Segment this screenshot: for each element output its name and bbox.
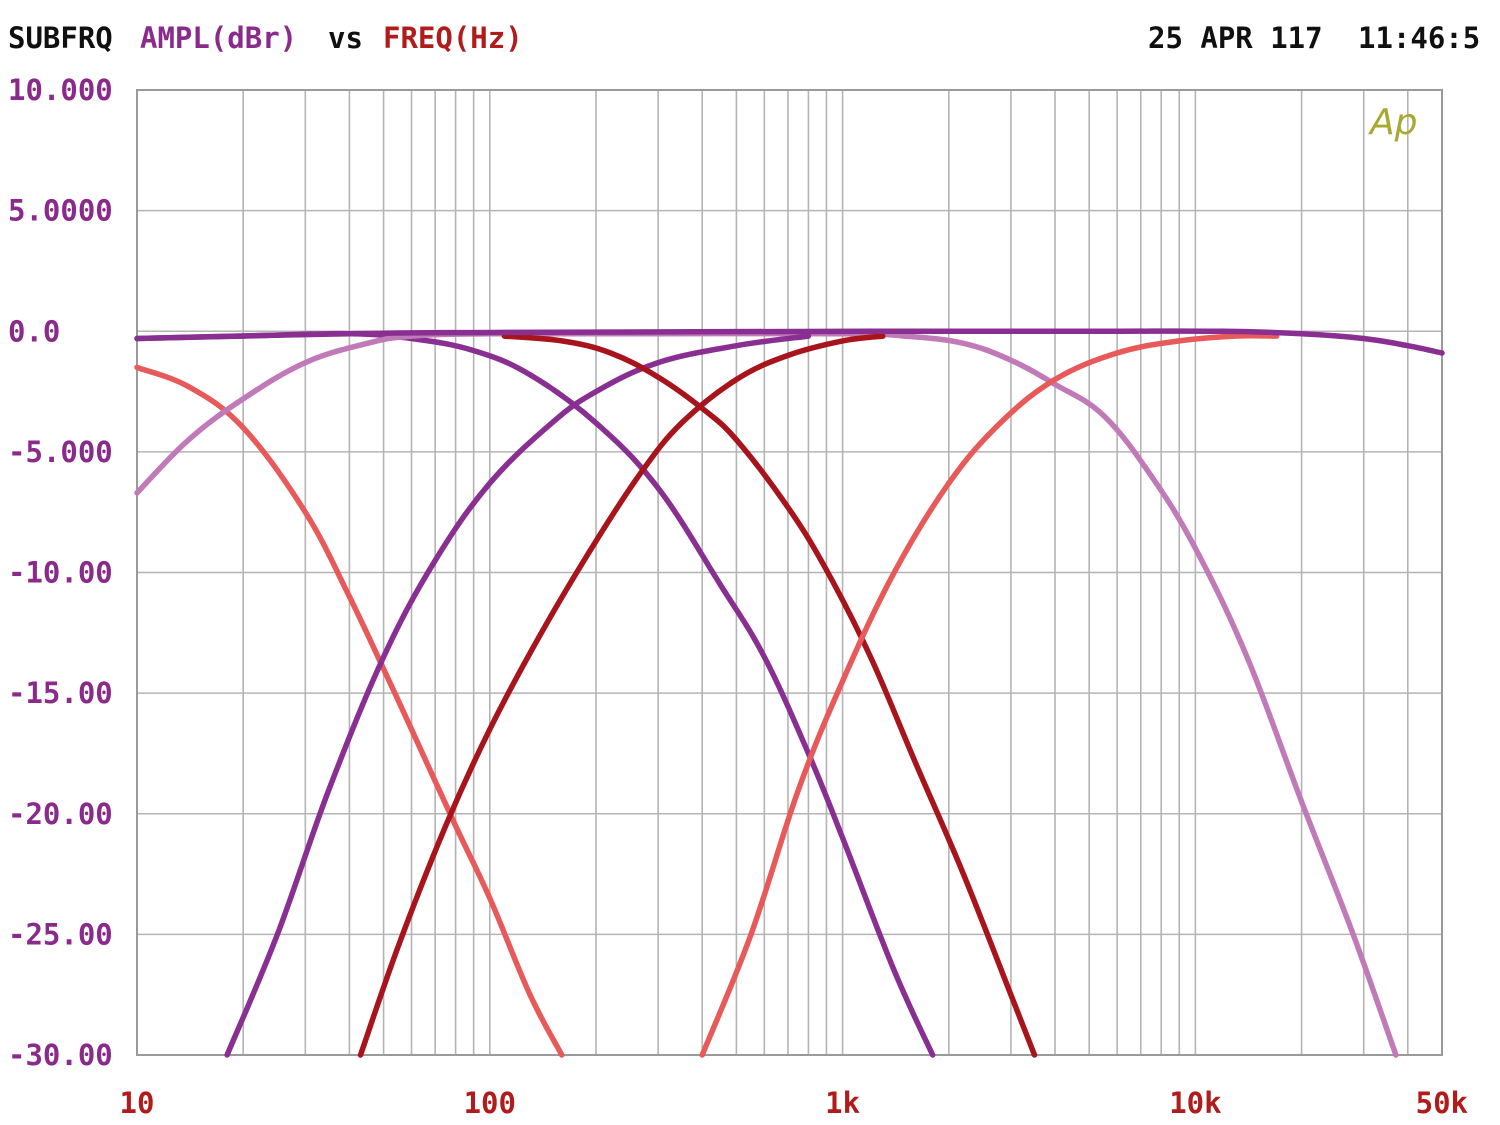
- curve-6: [357, 333, 886, 1058]
- y-tick-label: -25.00: [8, 917, 113, 951]
- y-tick-label: -15.00: [8, 676, 113, 710]
- y-tick-label: 0.0: [8, 314, 60, 348]
- y-tick-label: -5.000: [8, 435, 113, 469]
- x-tick-label: 10: [120, 1086, 155, 1120]
- x-tick-label: 10k: [1169, 1086, 1221, 1120]
- y-tick-label: -30.00: [8, 1038, 113, 1072]
- curve-8: [134, 328, 1445, 356]
- header-vs: vs: [328, 21, 363, 55]
- y-tick-label: 5.0000: [8, 194, 113, 228]
- plot-frame: [136, 89, 1443, 1056]
- y-tick-labels: 10.000 5.0000 0.0 -5.000 -10.00 -15.00 -20.00 -…: [8, 73, 113, 1072]
- header-time: 11:46:5: [1358, 21, 1480, 55]
- header-subfrq: SUBFRQ: [8, 21, 113, 55]
- y-tick-label: 10.000: [8, 73, 113, 107]
- header-ampl-label: AMPL(dBr): [140, 21, 297, 55]
- x-tick-labels: 10 100 1k 10k 50k: [120, 1086, 1468, 1120]
- x-tick-label: 50k: [1416, 1086, 1468, 1120]
- curve-3: [134, 330, 1399, 1058]
- x-tick-label: 100: [464, 1086, 516, 1120]
- y-tick-label: -20.00: [8, 797, 113, 831]
- y-tick-label: -10.00: [8, 556, 113, 590]
- curve-4: [224, 333, 812, 1058]
- curve-7: [699, 332, 1280, 1058]
- header-freq-label: FREQ(Hz): [383, 21, 523, 55]
- curves-layer: [134, 328, 1445, 1058]
- curve-5: [501, 333, 1038, 1058]
- x-tick-label: 1k: [825, 1086, 860, 1120]
- ap-logo: Ap: [1368, 102, 1417, 143]
- header-date: 25 APR 117: [1148, 21, 1323, 55]
- curve-1: [134, 364, 565, 1058]
